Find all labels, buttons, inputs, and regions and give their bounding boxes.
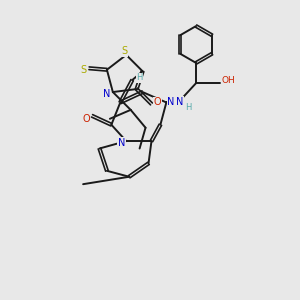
Text: H: H [136, 73, 143, 82]
Text: N: N [167, 97, 175, 107]
Text: H: H [185, 103, 192, 112]
Text: OH: OH [221, 76, 235, 85]
Text: N: N [118, 138, 125, 148]
Text: S: S [122, 46, 128, 56]
Text: N: N [103, 88, 111, 98]
Text: O: O [154, 98, 161, 107]
Text: N: N [176, 97, 183, 107]
Text: O: O [82, 114, 90, 124]
Text: S: S [80, 65, 86, 75]
